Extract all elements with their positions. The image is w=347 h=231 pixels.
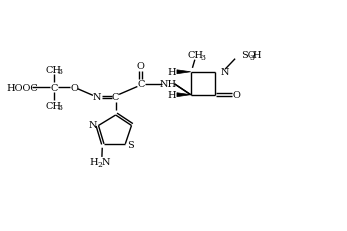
Text: H: H [168, 68, 176, 77]
Text: 3: 3 [57, 104, 62, 112]
Text: H: H [89, 158, 98, 167]
Text: N: N [101, 158, 110, 167]
Text: N: N [220, 68, 229, 77]
Text: NH: NH [160, 80, 177, 89]
Polygon shape [177, 93, 191, 97]
Text: CH: CH [45, 65, 61, 74]
Text: CH: CH [45, 101, 61, 110]
Text: N: N [93, 93, 101, 102]
Text: S: S [127, 140, 134, 149]
Text: 3: 3 [57, 68, 62, 76]
Text: 3: 3 [249, 54, 254, 62]
Text: HOOC: HOOC [6, 83, 38, 92]
Text: C: C [112, 93, 119, 102]
Polygon shape [177, 70, 191, 74]
Text: 2: 2 [97, 161, 102, 169]
Text: C: C [137, 80, 144, 89]
Text: CH: CH [187, 51, 204, 60]
Text: SO: SO [241, 51, 256, 60]
Text: O: O [137, 62, 145, 71]
Text: O: O [233, 91, 241, 100]
Text: 3: 3 [200, 54, 205, 62]
Text: C: C [50, 83, 57, 92]
Text: H: H [168, 91, 176, 100]
Text: N: N [88, 121, 97, 130]
Text: H: H [252, 51, 261, 60]
Text: O: O [70, 83, 78, 92]
